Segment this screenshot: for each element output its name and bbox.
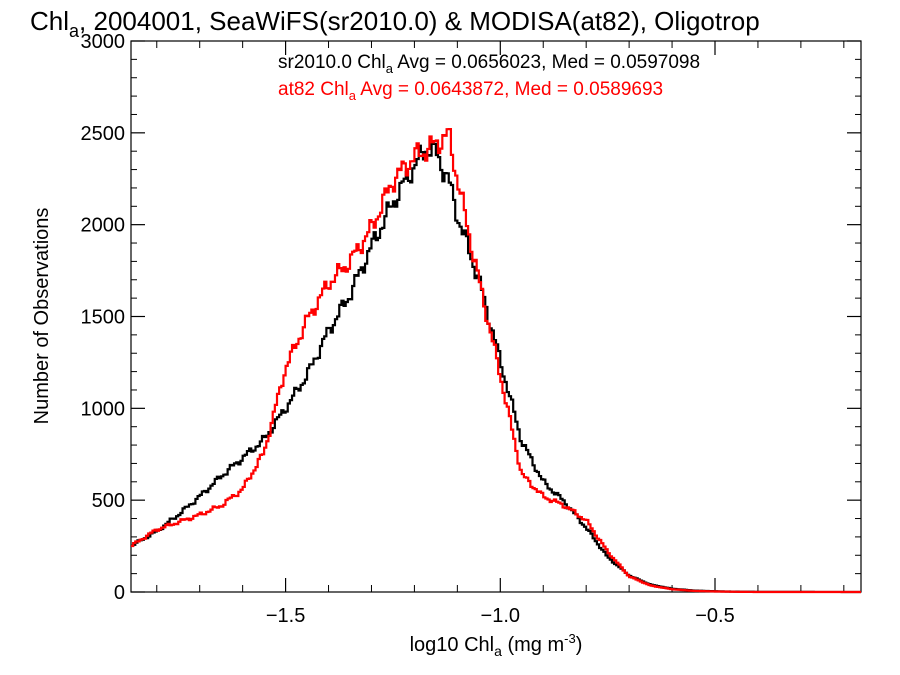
legend-entry-at82: at82 Chla Avg = 0.0643872, Med = 0.05896… xyxy=(278,79,663,103)
x-tick-label-0: −1.5 xyxy=(266,605,305,627)
x-label-close: ) xyxy=(576,634,583,656)
x-axis-label: log10 Chla (mg m-3) xyxy=(410,631,583,659)
x-label-prefix: log10 Chl xyxy=(410,634,495,656)
chart-title-rest: , xyxy=(79,6,93,36)
legend-sr2010-prefix: sr2010.0 Chl xyxy=(278,52,386,73)
y-axis-label: Number of Observations xyxy=(31,208,53,425)
legend-entry-sr2010: sr2010.0 Chla Avg = 0.0656023, Med = 0.0… xyxy=(278,52,700,76)
x-tick-label-2: −0.5 xyxy=(695,605,734,627)
y-tick-label-500: 500 xyxy=(92,490,125,512)
y-tick-label-2000: 2000 xyxy=(81,215,126,237)
legend-sr2010-subscript: a xyxy=(386,61,394,76)
axis-ticks: 0 500 1000 1500 2000 2500 3000 −1.5 −1.0 −0.5 xyxy=(81,31,861,627)
y-tick-label-3000: 3000 xyxy=(81,31,126,53)
chart-title: Chla, 2004001, SeaWiFS(sr2010.0) & MODIS… xyxy=(30,6,760,41)
legend-sr2010-rest: Avg = 0.0656023, Med = 0.0597098 xyxy=(393,52,700,73)
y-tick-label-1000: 1000 xyxy=(81,398,126,420)
x-tick-label-1: −1.0 xyxy=(481,605,520,627)
series-line-sr2010.0 xyxy=(131,140,861,594)
plot-frame xyxy=(130,40,862,593)
series-layer xyxy=(131,127,861,594)
chart-title-prefix: Chl xyxy=(30,6,69,36)
y-tick-label-2500: 2500 xyxy=(81,123,126,145)
y-tick-label-0: 0 xyxy=(114,582,125,604)
y-tick-label-1500: 1500 xyxy=(81,307,126,329)
legend-at82-prefix: at82 Chl xyxy=(278,79,349,100)
legend-at82-subscript: a xyxy=(349,88,357,103)
chart-title-main: 2004001, SeaWiFS(sr2010.0) & MODISA(at82… xyxy=(93,6,759,36)
x-label-subscript: a xyxy=(494,643,502,659)
legend-at82-rest: Avg = 0.0643872, Med = 0.0589693 xyxy=(356,79,663,100)
series-line-at82 xyxy=(131,127,861,594)
x-label-exponent: -3 xyxy=(564,631,576,646)
chart-title-subscript: a xyxy=(69,21,80,41)
x-label-units: (mg m xyxy=(502,634,564,656)
